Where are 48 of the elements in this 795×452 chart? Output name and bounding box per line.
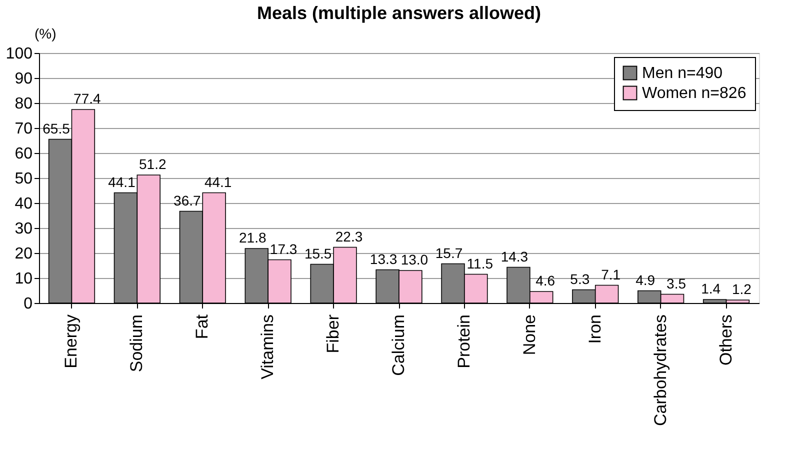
data-label: 13.0 [400,252,428,268]
y-tick-label: 50 [14,170,33,188]
y-tick-label: 90 [14,70,33,88]
x-tick-label: Protein [454,314,474,368]
data-label: 7.1 [601,266,621,282]
chart-title: Meals (multiple answers allowed) [256,3,542,23]
x-tick-label: Fat [192,314,212,340]
data-label: 5.3 [570,270,590,287]
data-label: 1.4 [701,280,721,296]
data-label: 21.8 [239,230,266,246]
data-label: 17.3 [270,240,298,257]
x-tick-label: Energy [62,314,81,368]
y-tick-label: 100 [6,46,33,62]
y-tick-label: 30 [14,220,33,238]
y-axis-title: (%) [34,26,56,42]
data-label: 44.1 [108,174,136,190]
x-tick-label: Others [716,314,736,366]
x-tick-label: Fiber [324,314,343,354]
x-tick-label: Iron [585,314,604,344]
x-tick-label: Calcium [389,314,408,376]
y-tick-label: 40 [14,196,33,212]
data-label: 36.7 [174,192,202,208]
data-label: 13.3 [370,250,398,267]
x-tick-label: Vitamins [258,314,278,380]
data-label: 65.5 [42,120,70,136]
data-label: 51.2 [139,156,166,172]
data-label: 14.3 [500,248,528,264]
y-tick-label: 80 [14,96,33,112]
data-label: 44.1 [204,174,232,190]
y-tick-label: 60 [14,146,33,162]
data-label: 4.6 [536,272,556,288]
data-label: 3.5 [666,275,686,292]
x-tick-label: Carbohydrates [650,314,670,426]
x-tick-label: None [520,314,539,356]
data-label: 15.5 [304,245,332,262]
legend-label: Women n=826 [642,85,746,102]
y-tick-label: 10 [14,270,33,288]
data-label: 11.5 [466,255,494,272]
x-tick-label: Sodium [127,314,146,372]
data-label: 4.9 [636,272,656,288]
legend-label: Men n=490 [642,65,723,82]
y-tick-label: 20 [14,246,33,262]
y-tick-label: 0 [24,296,33,312]
y-tick-label: 70 [14,120,33,138]
data-label: 77.4 [74,90,102,106]
data-label: 1.2 [732,281,752,297]
data-label: 22.3 [335,228,363,244]
data-label: 15.7 [435,244,463,261]
